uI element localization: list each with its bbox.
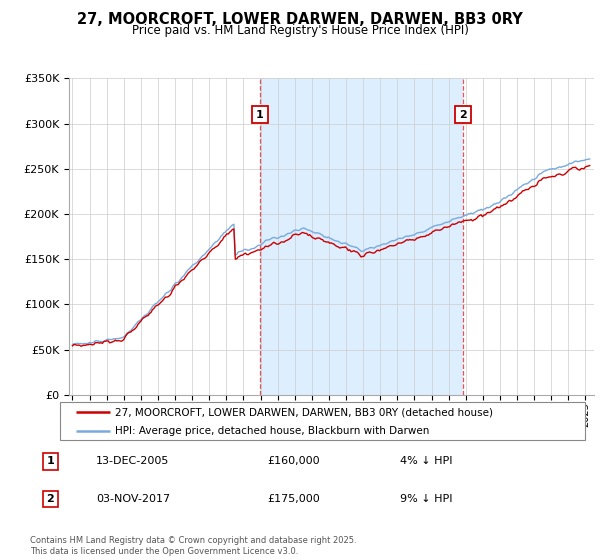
Text: 13-DEC-2005: 13-DEC-2005 [96,456,170,466]
Text: £160,000: £160,000 [268,456,320,466]
Text: £175,000: £175,000 [268,494,320,504]
Text: 2: 2 [47,494,55,504]
Text: HPI: Average price, detached house, Blackburn with Darwen: HPI: Average price, detached house, Blac… [115,426,430,436]
Text: 1: 1 [47,456,55,466]
Text: 03-NOV-2017: 03-NOV-2017 [96,494,170,504]
Text: 27, MOORCROFT, LOWER DARWEN, DARWEN, BB3 0RY: 27, MOORCROFT, LOWER DARWEN, DARWEN, BB3… [77,12,523,27]
Text: 2: 2 [459,110,467,120]
Text: Price paid vs. HM Land Registry's House Price Index (HPI): Price paid vs. HM Land Registry's House … [131,24,469,37]
Text: 1: 1 [256,110,264,120]
Text: Contains HM Land Registry data © Crown copyright and database right 2025.
This d: Contains HM Land Registry data © Crown c… [30,536,356,556]
Bar [260,78,463,395]
Text: 9% ↓ HPI: 9% ↓ HPI [400,494,452,504]
Text: 27, MOORCROFT, LOWER DARWEN, DARWEN, BB3 0RY (detached house): 27, MOORCROFT, LOWER DARWEN, DARWEN, BB3… [115,407,493,417]
Text: 4% ↓ HPI: 4% ↓ HPI [400,456,452,466]
